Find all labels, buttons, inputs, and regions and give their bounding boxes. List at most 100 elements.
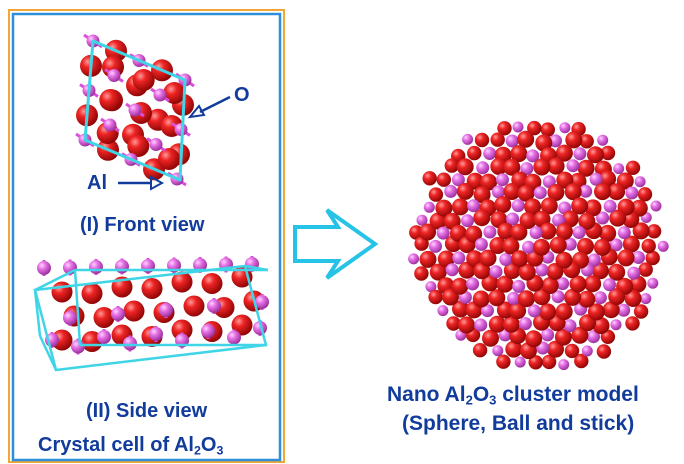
oxygen-atom: [632, 222, 650, 240]
oxygen-atom: [527, 120, 542, 136]
o-callout-arrow: [187, 95, 231, 119]
oxygen-atom: [436, 172, 451, 187]
aluminum-atom: [625, 186, 639, 200]
aluminum-atom: [174, 123, 188, 136]
aluminum-atom: [558, 359, 570, 371]
front-view-unit-cell: [83, 39, 187, 182]
aluminum-atom: [462, 133, 474, 145]
aluminum-atom: [512, 121, 524, 133]
aluminum-atom: [551, 290, 565, 304]
aluminum-atom: [499, 253, 513, 266]
oxygen-atom: [564, 343, 580, 359]
oxygen-atom: [624, 290, 642, 307]
oxygen-atom: [528, 355, 543, 370]
aluminum-atom: [518, 317, 532, 331]
oxygen-atom: [414, 266, 429, 281]
aluminum-atom: [527, 304, 541, 318]
oxygen-atom: [625, 316, 640, 331]
oxygen-atom: [554, 328, 572, 346]
oxygen-atom: [546, 263, 564, 280]
oxygen-atom: [540, 197, 558, 215]
nano-cluster-sphere: [408, 120, 669, 371]
oxygen-atom: [555, 223, 573, 240]
oxygen-atom: [633, 304, 649, 319]
aluminum-atom: [587, 253, 601, 267]
oxygen-atom: [533, 158, 551, 176]
oxygen-atom: [608, 263, 626, 281]
aluminum-atom: [496, 173, 509, 187]
aluminum-atom: [159, 303, 173, 317]
aluminum-atom: [149, 327, 163, 341]
aluminum-atom: [512, 279, 526, 293]
aluminum-atom: [613, 163, 625, 175]
oxygen-atom: [517, 184, 535, 202]
oxygen-atom: [465, 225, 483, 243]
aluminum-atom: [193, 258, 207, 272]
oxygen-atom: [564, 183, 582, 201]
oxygen-atom: [556, 171, 574, 189]
aluminum-atom: [149, 138, 163, 151]
aluminum-atom: [526, 149, 540, 163]
oxygen-atom: [497, 222, 515, 240]
oxygen-atom: [571, 326, 589, 344]
aluminum-atom: [437, 305, 449, 317]
oxygen-atom: [641, 238, 656, 254]
aluminum-atom: [207, 299, 221, 313]
oxygen-atom: [525, 330, 543, 348]
oxygen-atom: [422, 171, 437, 186]
crystal-cell-caption: Crystal cell of Al2O3: [38, 434, 224, 458]
oxygen-atom: [505, 340, 523, 358]
oxygen-atom: [497, 121, 512, 136]
oxygen-atom: [584, 275, 602, 293]
side-view-structure: [37, 256, 269, 355]
oxygen-atom: [435, 199, 453, 217]
aluminum-atom: [563, 237, 577, 251]
aluminum-atom: [507, 291, 521, 305]
oxygen-atom: [565, 131, 583, 149]
oxygen-atom: [472, 343, 488, 358]
oxygen-atom: [171, 319, 193, 341]
aluminum-atom: [89, 260, 103, 274]
aluminum-atom: [103, 118, 117, 132]
oxygen-atom: [473, 262, 491, 280]
aluminum-atom: [505, 134, 519, 148]
oxygen-atom: [480, 173, 498, 191]
side-view-unit-cell: [33, 264, 269, 372]
aluminum-atom: [492, 345, 504, 357]
oxygen-atom: [645, 250, 660, 266]
aluminum-atom: [466, 277, 480, 291]
aluminum-atom: [416, 214, 428, 226]
oxygen-atom: [594, 183, 611, 201]
oxygen-atom: [158, 148, 180, 170]
o-callout-label: O: [234, 84, 250, 106]
oxygen-atom: [519, 212, 537, 229]
inner-panel-border: [11, 12, 282, 462]
oxygen-atom: [473, 209, 491, 227]
aluminum-atom: [425, 281, 437, 293]
oxygen-atom: [540, 122, 555, 137]
aluminum-atom: [587, 330, 600, 344]
oxygen-atom: [571, 197, 589, 215]
oxygen-atom: [591, 262, 609, 280]
aluminum-atom: [63, 311, 77, 325]
oxygen-atom: [637, 187, 653, 202]
oxygen-atom: [489, 237, 507, 254]
aluminum-atom: [255, 295, 269, 309]
oxygen-atom: [596, 344, 612, 359]
aluminum-atom: [533, 186, 547, 200]
oxygen-atom: [555, 144, 573, 162]
oxygen-atom: [163, 82, 186, 104]
oxygen-atom: [481, 274, 499, 292]
oxygen-atom: [132, 69, 155, 91]
aluminum-atom: [452, 251, 466, 265]
aluminum-atom: [481, 304, 494, 318]
aluminum-atom: [476, 161, 490, 175]
aluminum-atom: [483, 147, 497, 160]
aluminum-atom: [436, 226, 450, 240]
oxygen-atom: [488, 315, 506, 333]
aluminum-atom: [227, 330, 241, 345]
oxygen-atom: [141, 278, 163, 299]
cluster-model-subtitle: (Sphere, Ball and stick): [402, 412, 635, 435]
oxygen-atom: [608, 183, 626, 201]
